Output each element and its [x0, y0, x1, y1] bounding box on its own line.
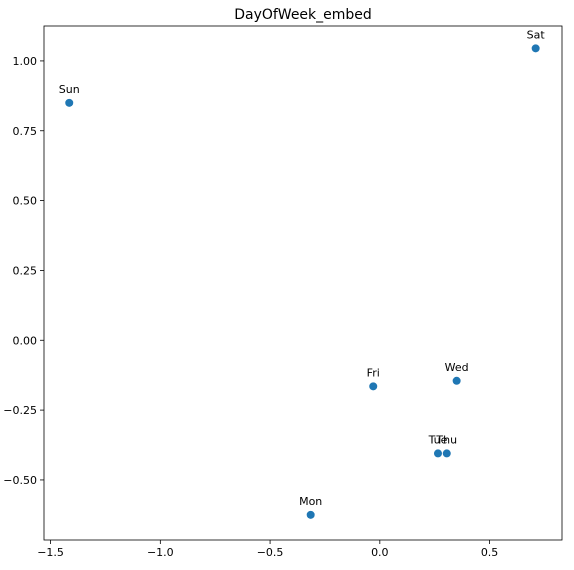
y-tick-label: 0.00: [13, 334, 38, 347]
data-point-fri: [369, 382, 378, 391]
x-tick-label: −1.0: [147, 546, 174, 559]
data-point-sun: [65, 98, 74, 107]
x-tick-label: 0.0: [371, 546, 389, 559]
x-tick-label: −1.5: [37, 546, 64, 559]
y-tick-label: 0.25: [13, 264, 38, 277]
point-label-tue: Tue: [428, 433, 448, 446]
point-label-sat: Sat: [527, 28, 546, 41]
data-point-mon: [306, 510, 315, 519]
point-label-thu: Thu: [435, 433, 457, 446]
y-tick-label: 1.00: [13, 55, 38, 68]
y-tick-label: −0.25: [3, 404, 37, 417]
point-label-sun: Sun: [59, 83, 80, 96]
data-point-thu: [442, 449, 451, 458]
x-tick-label: −0.5: [257, 546, 284, 559]
y-tick-label: 0.50: [13, 195, 38, 208]
x-tick-label: 0.5: [481, 546, 499, 559]
y-tick-label: −0.50: [3, 474, 37, 487]
point-label-wed: Wed: [445, 361, 469, 374]
axes: −1.5 −1.0 −0.5 0.0 0.5 1.00 0.75 0.50 0.25 0.00 −0…: [3, 55, 498, 559]
plot-frame: [43, 25, 563, 541]
data-point-wed: [452, 376, 461, 385]
point-label-mon: Mon: [299, 495, 322, 508]
data-point-tue: [433, 449, 442, 458]
data-point-sat: [531, 44, 540, 53]
point-label-fri: Fri: [367, 366, 380, 379]
chart-title: DayOfWeek_embed: [234, 7, 372, 23]
y-tick-label: 0.75: [13, 125, 38, 138]
